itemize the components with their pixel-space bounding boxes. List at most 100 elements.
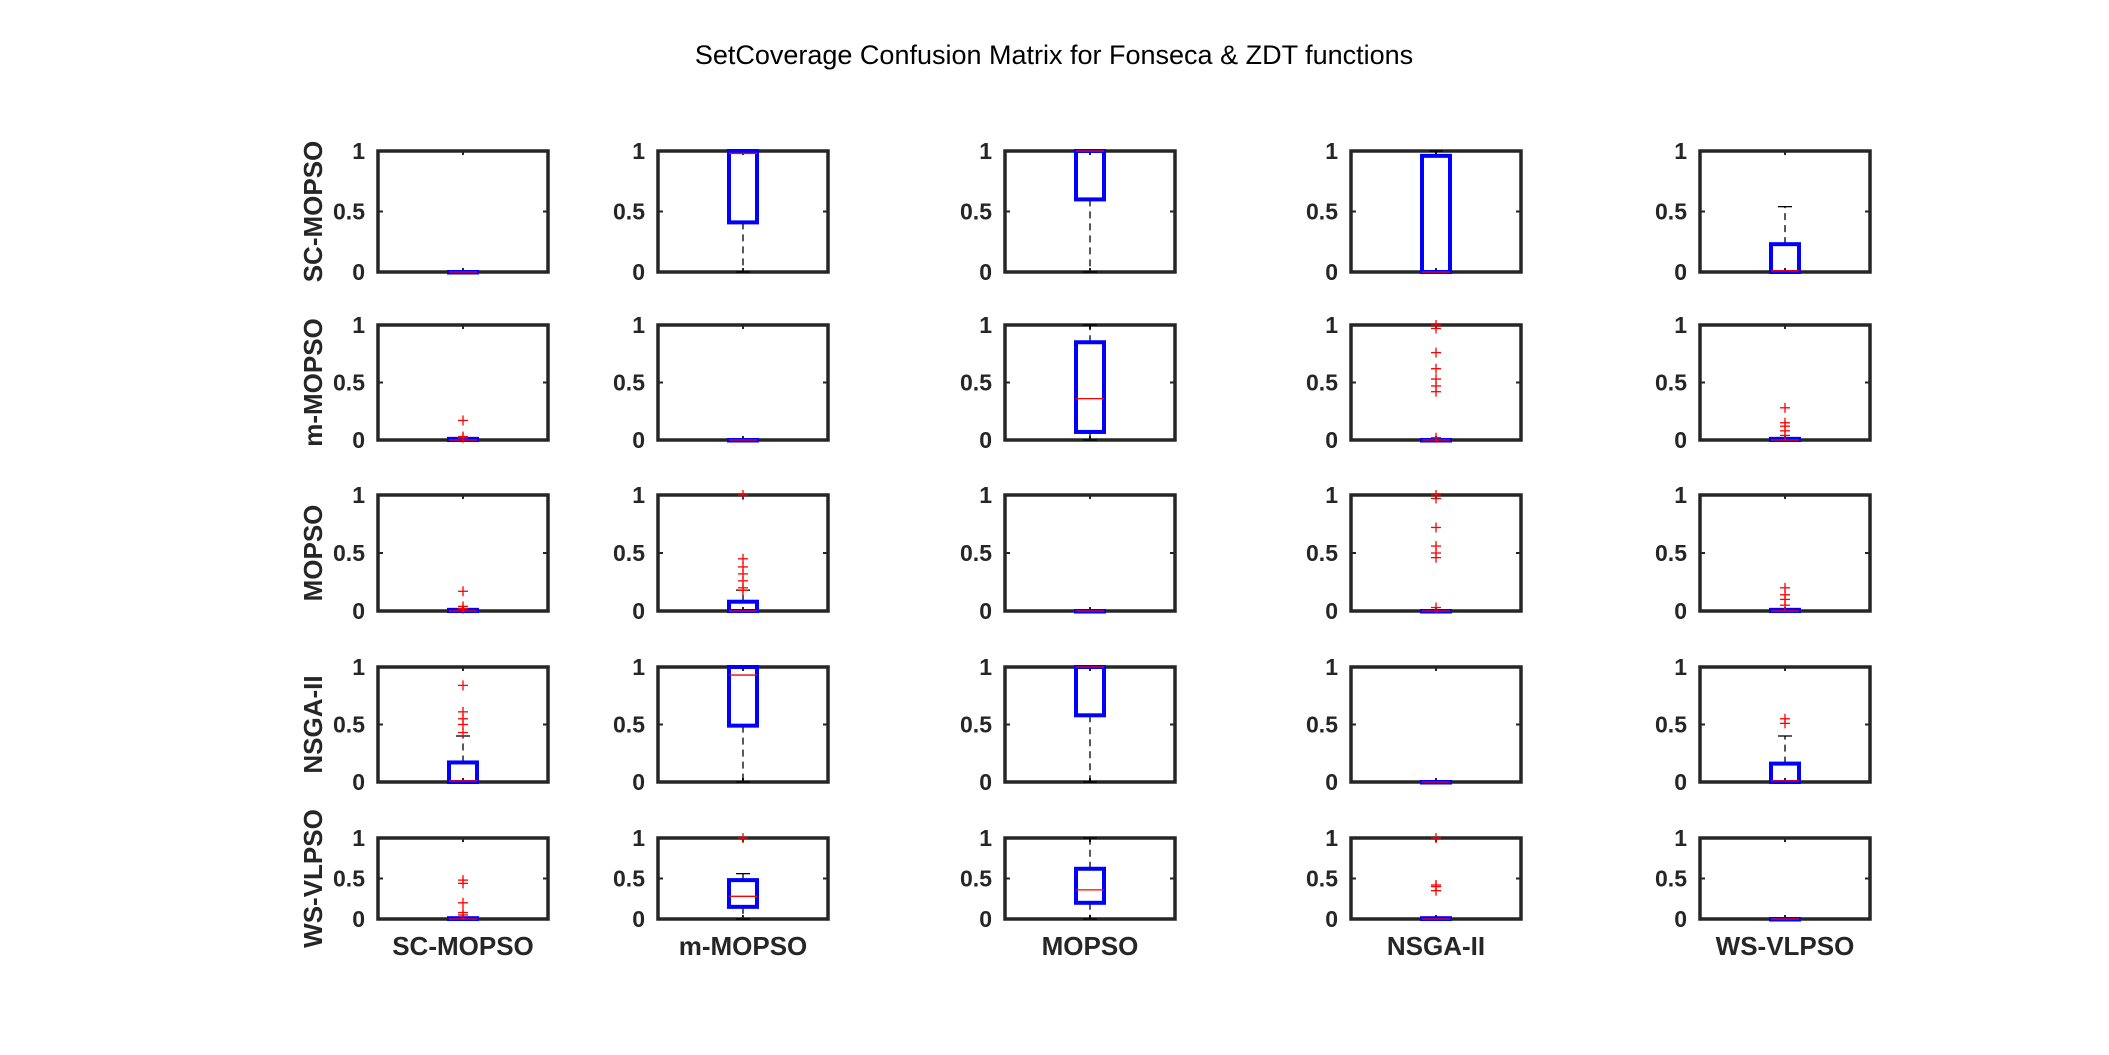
y-tick-label: 0.5 xyxy=(613,866,645,892)
subplot: 00.51 xyxy=(960,312,1177,453)
y-tick-label: 1 xyxy=(352,312,365,338)
outlier-marker xyxy=(738,490,748,500)
column-label: WS-VLPSO xyxy=(1716,931,1855,961)
subplot: 00.51 xyxy=(613,138,830,285)
subplot: 00.51 xyxy=(333,825,550,932)
outlier-marker xyxy=(1780,430,1790,441)
subplot: 00.51 xyxy=(1655,312,1872,453)
outlier-marker xyxy=(1780,600,1790,611)
y-tick-label: 1 xyxy=(1325,825,1338,851)
y-tick-label: 1 xyxy=(632,312,645,338)
subplot: 00.51 xyxy=(1306,482,1523,624)
y-tick-label: 0.5 xyxy=(1655,370,1687,396)
y-tick-label: 0.5 xyxy=(1306,199,1338,225)
axes-frame xyxy=(1003,493,1177,613)
outlier-marker xyxy=(458,680,468,691)
y-tick-label: 0 xyxy=(1325,427,1338,453)
outlier-marker xyxy=(458,603,468,614)
box xyxy=(1074,866,1106,905)
outlier-marker xyxy=(1431,386,1441,397)
y-tick-label: 0 xyxy=(1325,769,1338,795)
y-tick-label: 0.5 xyxy=(1306,540,1338,566)
y-tick-label: 0 xyxy=(979,427,992,453)
subplot: 00.51 xyxy=(333,138,550,285)
subplot: 00.51 xyxy=(1306,312,1523,453)
subplot: 00.51 xyxy=(1306,138,1523,285)
outlier-marker xyxy=(1431,323,1441,334)
y-tick-label: 0 xyxy=(632,598,645,624)
subplot-grid: SC-MOPSO 00.5100.5100.5100.5100.51m-MOPSO… xyxy=(298,138,1872,961)
y-tick-label: 0.5 xyxy=(613,199,645,225)
box xyxy=(1769,242,1801,274)
outlier-marker xyxy=(458,727,468,738)
outlier-marker xyxy=(458,878,468,889)
outlier-marker xyxy=(1431,602,1441,613)
outlier-marker xyxy=(1780,718,1790,729)
column-label: SC-MOPSO xyxy=(392,931,534,961)
y-tick-label: 1 xyxy=(632,138,645,164)
subplot: 00.51 xyxy=(960,482,1177,624)
outlier-marker xyxy=(458,909,468,920)
y-tick-label: 0.5 xyxy=(333,712,365,738)
y-tick-label: 0 xyxy=(1674,769,1687,795)
y-tick-label: 0 xyxy=(1674,598,1687,624)
y-tick-label: 0 xyxy=(632,427,645,453)
y-tick-label: 0.5 xyxy=(613,370,645,396)
row-label: m-MOPSO xyxy=(298,318,328,447)
outlier-marker xyxy=(458,432,468,443)
y-tick-label: 0.5 xyxy=(960,712,992,738)
y-tick-label: 0.5 xyxy=(960,370,992,396)
y-tick-label: 0.5 xyxy=(1306,370,1338,396)
outlier-marker xyxy=(738,833,748,843)
outlier-marker xyxy=(1431,552,1441,563)
outlier-marker xyxy=(1431,493,1441,504)
outlier-marker xyxy=(1431,347,1441,358)
y-tick-label: 0 xyxy=(1325,598,1338,624)
y-tick-label: 1 xyxy=(632,482,645,508)
outlier-marker xyxy=(458,586,468,597)
y-tick-label: 0 xyxy=(979,906,992,932)
y-tick-label: 0 xyxy=(632,769,645,795)
box xyxy=(447,760,479,785)
subplot: 00.51 xyxy=(1306,654,1523,795)
y-tick-label: 0 xyxy=(352,259,365,285)
column-label: NSGA-II xyxy=(1387,931,1485,961)
subplot: 00.51 xyxy=(333,312,550,453)
subplot: 00.51 xyxy=(333,482,550,624)
outlier-marker xyxy=(1780,402,1790,413)
subplot: 00.51 xyxy=(613,825,830,932)
axes-frame xyxy=(1349,836,1523,921)
y-tick-label: 1 xyxy=(979,654,992,680)
y-tick-label: 1 xyxy=(979,825,992,851)
y-tick-label: 1 xyxy=(352,825,365,851)
y-tick-label: 0 xyxy=(1674,427,1687,453)
y-tick-label: 1 xyxy=(979,482,992,508)
axes-frame xyxy=(376,149,550,274)
row-label: MOPSO xyxy=(298,505,328,602)
y-tick-label: 1 xyxy=(1674,482,1687,508)
axes-frame xyxy=(1003,665,1177,784)
y-tick-label: 0.5 xyxy=(613,712,645,738)
y-tick-label: 0 xyxy=(352,427,365,453)
subplot: 00.51 xyxy=(1655,825,1872,932)
y-tick-label: 0.5 xyxy=(1306,712,1338,738)
row-label: WS-VLPSO xyxy=(298,809,328,948)
y-tick-label: 1 xyxy=(1325,654,1338,680)
outlier-marker xyxy=(738,585,748,596)
y-tick-label: 0.5 xyxy=(960,540,992,566)
outlier-marker xyxy=(1431,833,1441,843)
y-tick-label: 0 xyxy=(632,259,645,285)
row-label: SC-MOPSO xyxy=(298,141,328,283)
subplot: 00.51 xyxy=(960,825,1177,932)
y-tick-label: 0.5 xyxy=(333,199,365,225)
subplot: 00.51 xyxy=(333,654,550,795)
y-tick-label: 1 xyxy=(352,138,365,164)
y-tick-label: 0.5 xyxy=(613,540,645,566)
y-tick-label: 0 xyxy=(1674,906,1687,932)
y-tick-label: 0.5 xyxy=(1306,866,1338,892)
row-label: NSGA-II xyxy=(298,675,328,773)
outlier-marker xyxy=(458,415,468,426)
